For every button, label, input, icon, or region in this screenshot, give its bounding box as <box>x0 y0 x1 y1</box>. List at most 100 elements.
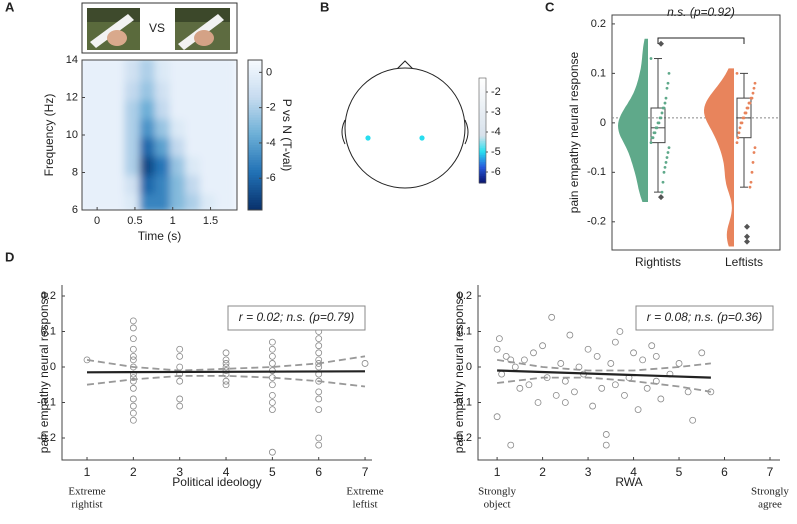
heatmap-cells <box>82 60 237 210</box>
point <box>745 106 749 110</box>
colorbar-slice <box>248 192 262 196</box>
y-tick-label: 0.1 <box>591 67 606 79</box>
colorbar-slice <box>479 120 486 123</box>
colorbar-slice <box>248 127 262 131</box>
point <box>268 381 276 389</box>
electrode <box>419 135 425 141</box>
colorbar-slice <box>248 135 262 138</box>
colorbar-slice <box>479 121 486 124</box>
colorbar-slice <box>479 83 486 86</box>
colorbar-slice <box>248 195 262 198</box>
heatmap-cell <box>215 113 237 138</box>
axes <box>61 285 372 461</box>
x-tick-label: 4 <box>223 465 230 479</box>
y-tick-label: 0.1 <box>41 325 56 337</box>
y-tick-label: 0 <box>466 361 472 373</box>
x-axis-label: Political ideology <box>172 475 261 489</box>
colorbar-slice <box>479 118 486 121</box>
point <box>602 441 610 449</box>
point <box>315 388 323 396</box>
colorbar-slice <box>248 87 262 91</box>
colorbar-slice <box>248 205 262 208</box>
colorbar-slice <box>479 86 486 89</box>
point <box>561 399 569 406</box>
y-tick-label: 0.1 <box>457 325 472 337</box>
heatmap-blur <box>82 60 237 210</box>
point <box>666 151 670 154</box>
colorbar-slice <box>248 137 262 141</box>
annotation-box <box>635 305 774 331</box>
colorbar-slice <box>248 152 262 156</box>
colorbar-slice <box>479 104 486 107</box>
colorbar-slice <box>479 81 486 84</box>
x-tick-label: 6 <box>721 465 728 479</box>
point <box>657 395 665 403</box>
colorbar-slice <box>248 72 262 76</box>
outlier <box>744 223 750 230</box>
colorbar-slice <box>248 120 262 123</box>
colorbar-slice <box>248 130 262 133</box>
point <box>495 335 503 343</box>
point <box>749 96 753 100</box>
point <box>589 402 597 410</box>
x-end-label: Extreme <box>68 486 105 498</box>
outlier <box>658 40 664 47</box>
panel-label: C <box>545 0 555 14</box>
colorbar-slice <box>479 100 486 103</box>
panel-label: D <box>5 249 14 264</box>
colorbar-slice <box>479 141 486 144</box>
point <box>129 377 137 385</box>
colorbar-slice <box>479 114 486 117</box>
colorbar-slice <box>248 67 262 71</box>
colorbar-frame <box>478 77 487 184</box>
y-tick-label: 0.2 <box>457 290 472 302</box>
point <box>129 409 137 417</box>
point <box>751 161 755 164</box>
colorbar-slice <box>479 107 486 110</box>
colorbar-slice <box>248 142 262 146</box>
point <box>268 399 276 406</box>
point <box>268 345 276 353</box>
colorbar-slice <box>479 106 486 109</box>
heatmap-cell <box>215 75 237 101</box>
point <box>222 377 230 385</box>
colorbar-slice <box>479 169 486 172</box>
colorbar-slice <box>248 125 262 128</box>
point <box>552 391 560 399</box>
point <box>361 360 369 367</box>
colorbar-slice <box>248 175 262 178</box>
colorbar-slice <box>248 147 262 151</box>
x-tick-label: 4 <box>630 465 637 479</box>
x-end-label: Extreme <box>346 486 383 498</box>
colorbar-slice <box>248 60 262 63</box>
colorbar-slice <box>248 110 262 113</box>
colorbar-slice <box>248 162 262 166</box>
x-end-label: rightist <box>71 499 102 511</box>
point <box>584 345 592 353</box>
x-tick-label: 0.5 <box>127 215 142 227</box>
colorbar-slice <box>248 187 262 191</box>
point <box>652 352 660 360</box>
colorbar-slice <box>248 140 262 143</box>
point <box>530 349 537 357</box>
colorbar-slice <box>248 90 262 93</box>
point <box>315 356 323 364</box>
point <box>539 342 546 350</box>
point <box>176 377 184 385</box>
point <box>129 416 137 424</box>
y-axis-label: pain empathy neural response <box>37 291 51 453</box>
point <box>493 413 501 421</box>
x-end-label: agree <box>758 499 782 511</box>
colorbar-slice <box>248 197 262 201</box>
colorbar-slice <box>248 165 262 168</box>
heatmap-cell <box>215 60 237 82</box>
x-tick-label: 6 <box>315 465 322 479</box>
colorbar-slice <box>479 144 486 147</box>
point <box>222 363 230 371</box>
colorbar-slice <box>479 127 486 130</box>
colorbar-slice <box>479 130 486 133</box>
x-axis-label: RWA <box>615 475 642 489</box>
point <box>176 395 184 403</box>
y-axis-label: pain empathy neural response <box>567 51 581 213</box>
colorbar-slice <box>479 139 486 142</box>
